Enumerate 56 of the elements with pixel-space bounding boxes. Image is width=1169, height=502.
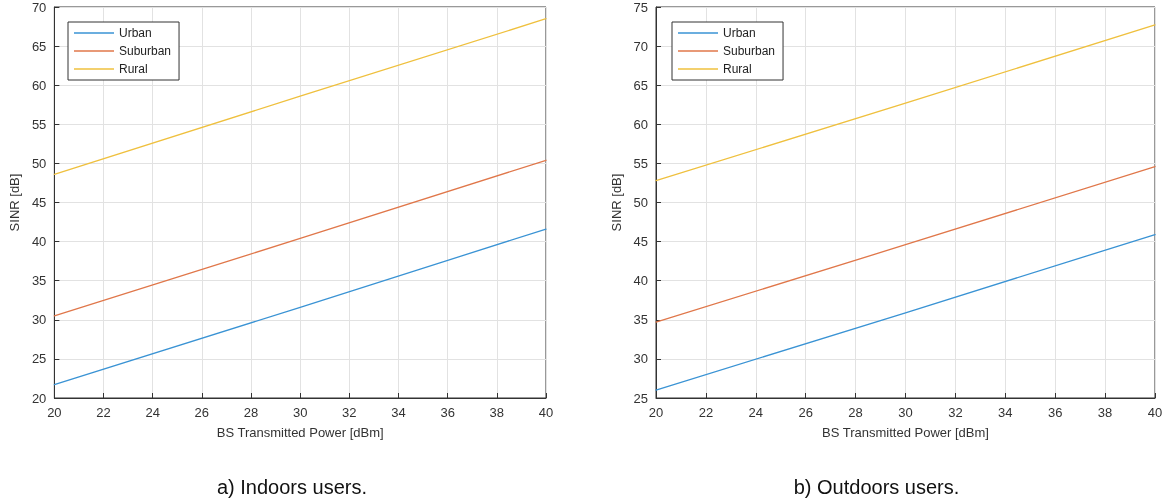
x-tick-label: 32 xyxy=(948,405,963,420)
x-axis-title: BS Transmitted Power [dBm] xyxy=(216,425,384,440)
y-tick-label: 45 xyxy=(633,234,648,250)
legend-label: Rural xyxy=(723,62,752,76)
x-tick-label: 34 xyxy=(998,405,1013,420)
x-tick-label: 20 xyxy=(47,405,62,420)
y-tick-label: 35 xyxy=(633,312,648,328)
x-tick-label: 30 xyxy=(292,405,308,420)
y-tick-label: 70 xyxy=(31,0,47,15)
x-tick-label: 24 xyxy=(145,405,160,420)
y-tick-label: 40 xyxy=(633,273,648,289)
x-tick-label: 34 xyxy=(391,405,406,420)
legend-label: Urban xyxy=(119,26,152,40)
x-tick-label: 26 xyxy=(798,405,813,420)
x-tick-label: 28 xyxy=(243,405,259,420)
x-tick-label: 40 xyxy=(1147,405,1163,420)
y-tick-label: 35 xyxy=(31,273,47,289)
text: b) Outdoors users. xyxy=(793,476,960,498)
y-tick-label: 45 xyxy=(31,195,47,210)
y-tick-label: 20 xyxy=(31,390,47,406)
legend-label: Suburban xyxy=(119,44,172,58)
x-tick-label: 38 xyxy=(489,405,505,420)
text: a) Indoors users. xyxy=(216,476,368,498)
y-tick-label: 25 xyxy=(31,351,47,367)
y-tick-label: 65 xyxy=(633,77,648,93)
y-tick-label: 25 xyxy=(633,390,648,406)
y-tick-label: 30 xyxy=(633,351,648,367)
y-tick-label: 40 xyxy=(31,234,47,250)
y-tick-label: 75 xyxy=(633,0,648,15)
legend-label: Suburban xyxy=(723,44,776,58)
y-axis-title: SINR [dB] xyxy=(7,173,22,232)
x-tick-label: 24 xyxy=(748,405,764,420)
x-tick-label: 36 xyxy=(1047,405,1063,420)
x-tick-label: 26 xyxy=(194,405,210,420)
y-tick-label: 55 xyxy=(633,155,648,171)
y-tick-label: 50 xyxy=(633,195,648,210)
y-axis-title: SINR [dB] xyxy=(608,173,624,232)
x-tick-label: 22 xyxy=(96,405,111,420)
x-tick-label: 40 xyxy=(538,405,554,420)
legend-label: Urban xyxy=(723,26,756,40)
x-tick-label: 32 xyxy=(342,405,357,420)
x-axis-title: BS Transmitted Power [dBm] xyxy=(822,425,989,440)
x-tick-label: 20 xyxy=(648,405,664,420)
y-tick-label: 55 xyxy=(31,116,47,132)
x-tick-label: 30 xyxy=(898,405,913,420)
x-tick-label: 28 xyxy=(848,405,863,420)
y-tick-label: 70 xyxy=(633,38,648,54)
x-tick-label: 22 xyxy=(698,405,714,420)
x-tick-label: 36 xyxy=(440,405,455,420)
y-tick-label: 30 xyxy=(31,312,47,328)
y-tick-label: 65 xyxy=(31,38,47,54)
x-tick-label: 38 xyxy=(1097,405,1113,420)
y-tick-label: 50 xyxy=(31,155,47,171)
legend-label: Rural xyxy=(119,62,148,76)
y-tick-label: 60 xyxy=(633,116,648,132)
y-tick-label: 60 xyxy=(31,77,47,93)
